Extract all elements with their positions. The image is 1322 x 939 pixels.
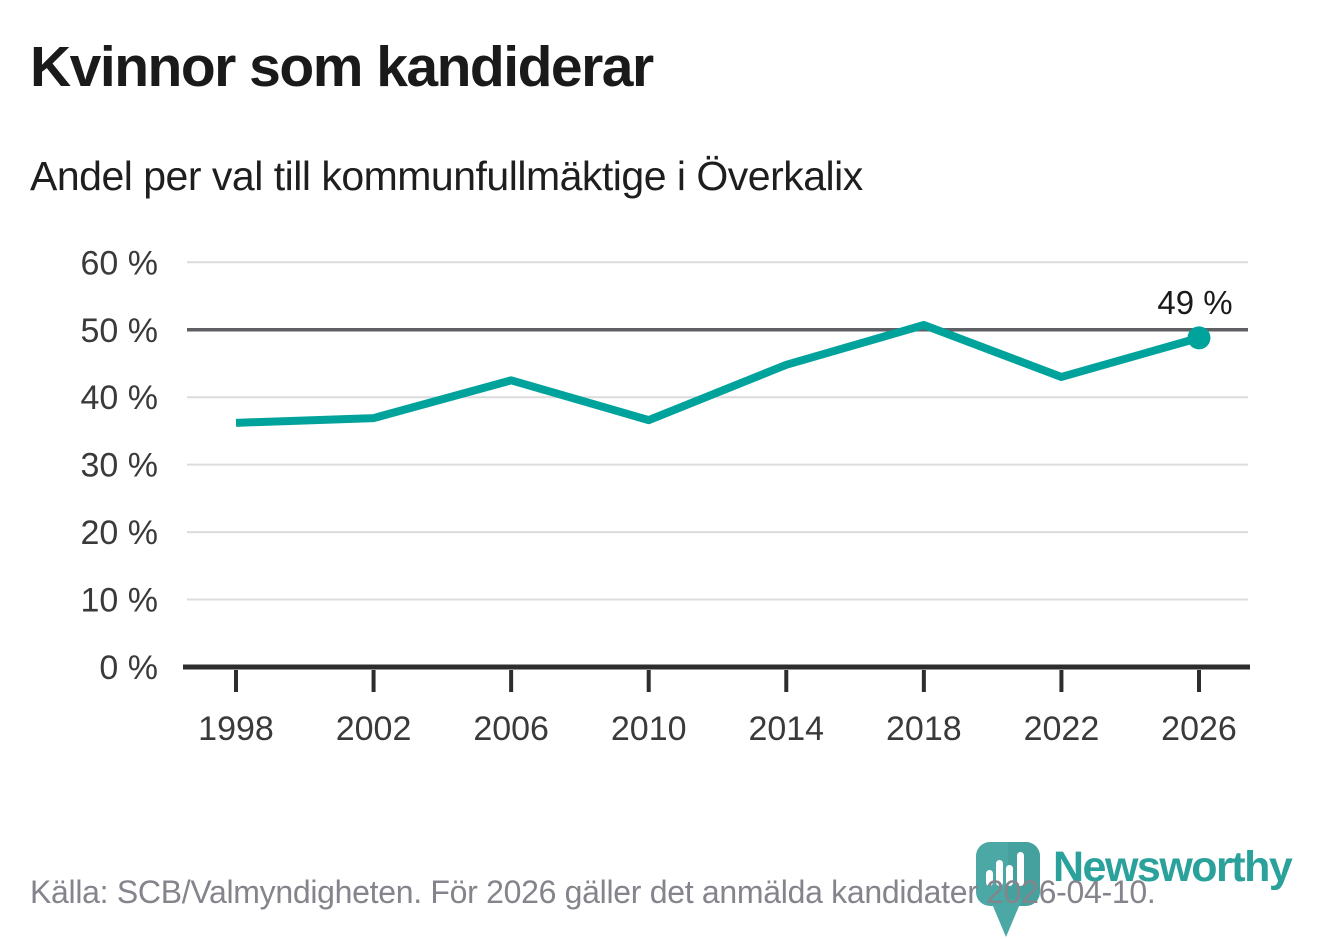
x-tick-label: 1998 <box>198 710 274 748</box>
newsworthy-pin-icon <box>976 842 1040 937</box>
y-tick-label: 50 % <box>81 312 159 350</box>
newsworthy-wordmark: Newsworthy <box>1053 843 1293 891</box>
y-tick-label: 10 % <box>81 582 159 620</box>
y-tick-label: 60 % <box>81 244 159 282</box>
end-point-dot <box>1187 326 1211 350</box>
x-tick-label: 2002 <box>336 710 412 748</box>
logo-bar-icon <box>996 860 1003 886</box>
x-tick-label: 2006 <box>473 710 549 748</box>
source-text: Källa: SCB/Valmyndigheten. För 2026 gäll… <box>30 874 1156 910</box>
x-tick-label: 2022 <box>1024 710 1100 748</box>
end-point-label: 49 % <box>1157 284 1232 321</box>
y-tick-label: 20 % <box>81 514 159 552</box>
x-tick-label: 2026 <box>1161 710 1237 748</box>
chart-subtitle: Andel per val till kommunfullmäktige i Ö… <box>30 153 863 199</box>
logo-bar-icon <box>986 870 993 886</box>
logo-bar-icon <box>1017 852 1024 886</box>
x-tick-label: 2014 <box>748 710 824 748</box>
y-tick-label: 40 % <box>81 379 159 417</box>
x-tick-label: 2018 <box>886 710 962 748</box>
y-tick-label: 0 % <box>99 649 158 687</box>
y-tick-label: 30 % <box>81 447 159 485</box>
x-tick-label: 2010 <box>611 710 687 748</box>
newsworthy-logo: Newsworthy <box>975 841 1293 939</box>
trend-line <box>235 321 1201 427</box>
chart-title: Kvinnor som kandiderar <box>30 35 654 99</box>
logo-bar-icon <box>1006 865 1013 886</box>
